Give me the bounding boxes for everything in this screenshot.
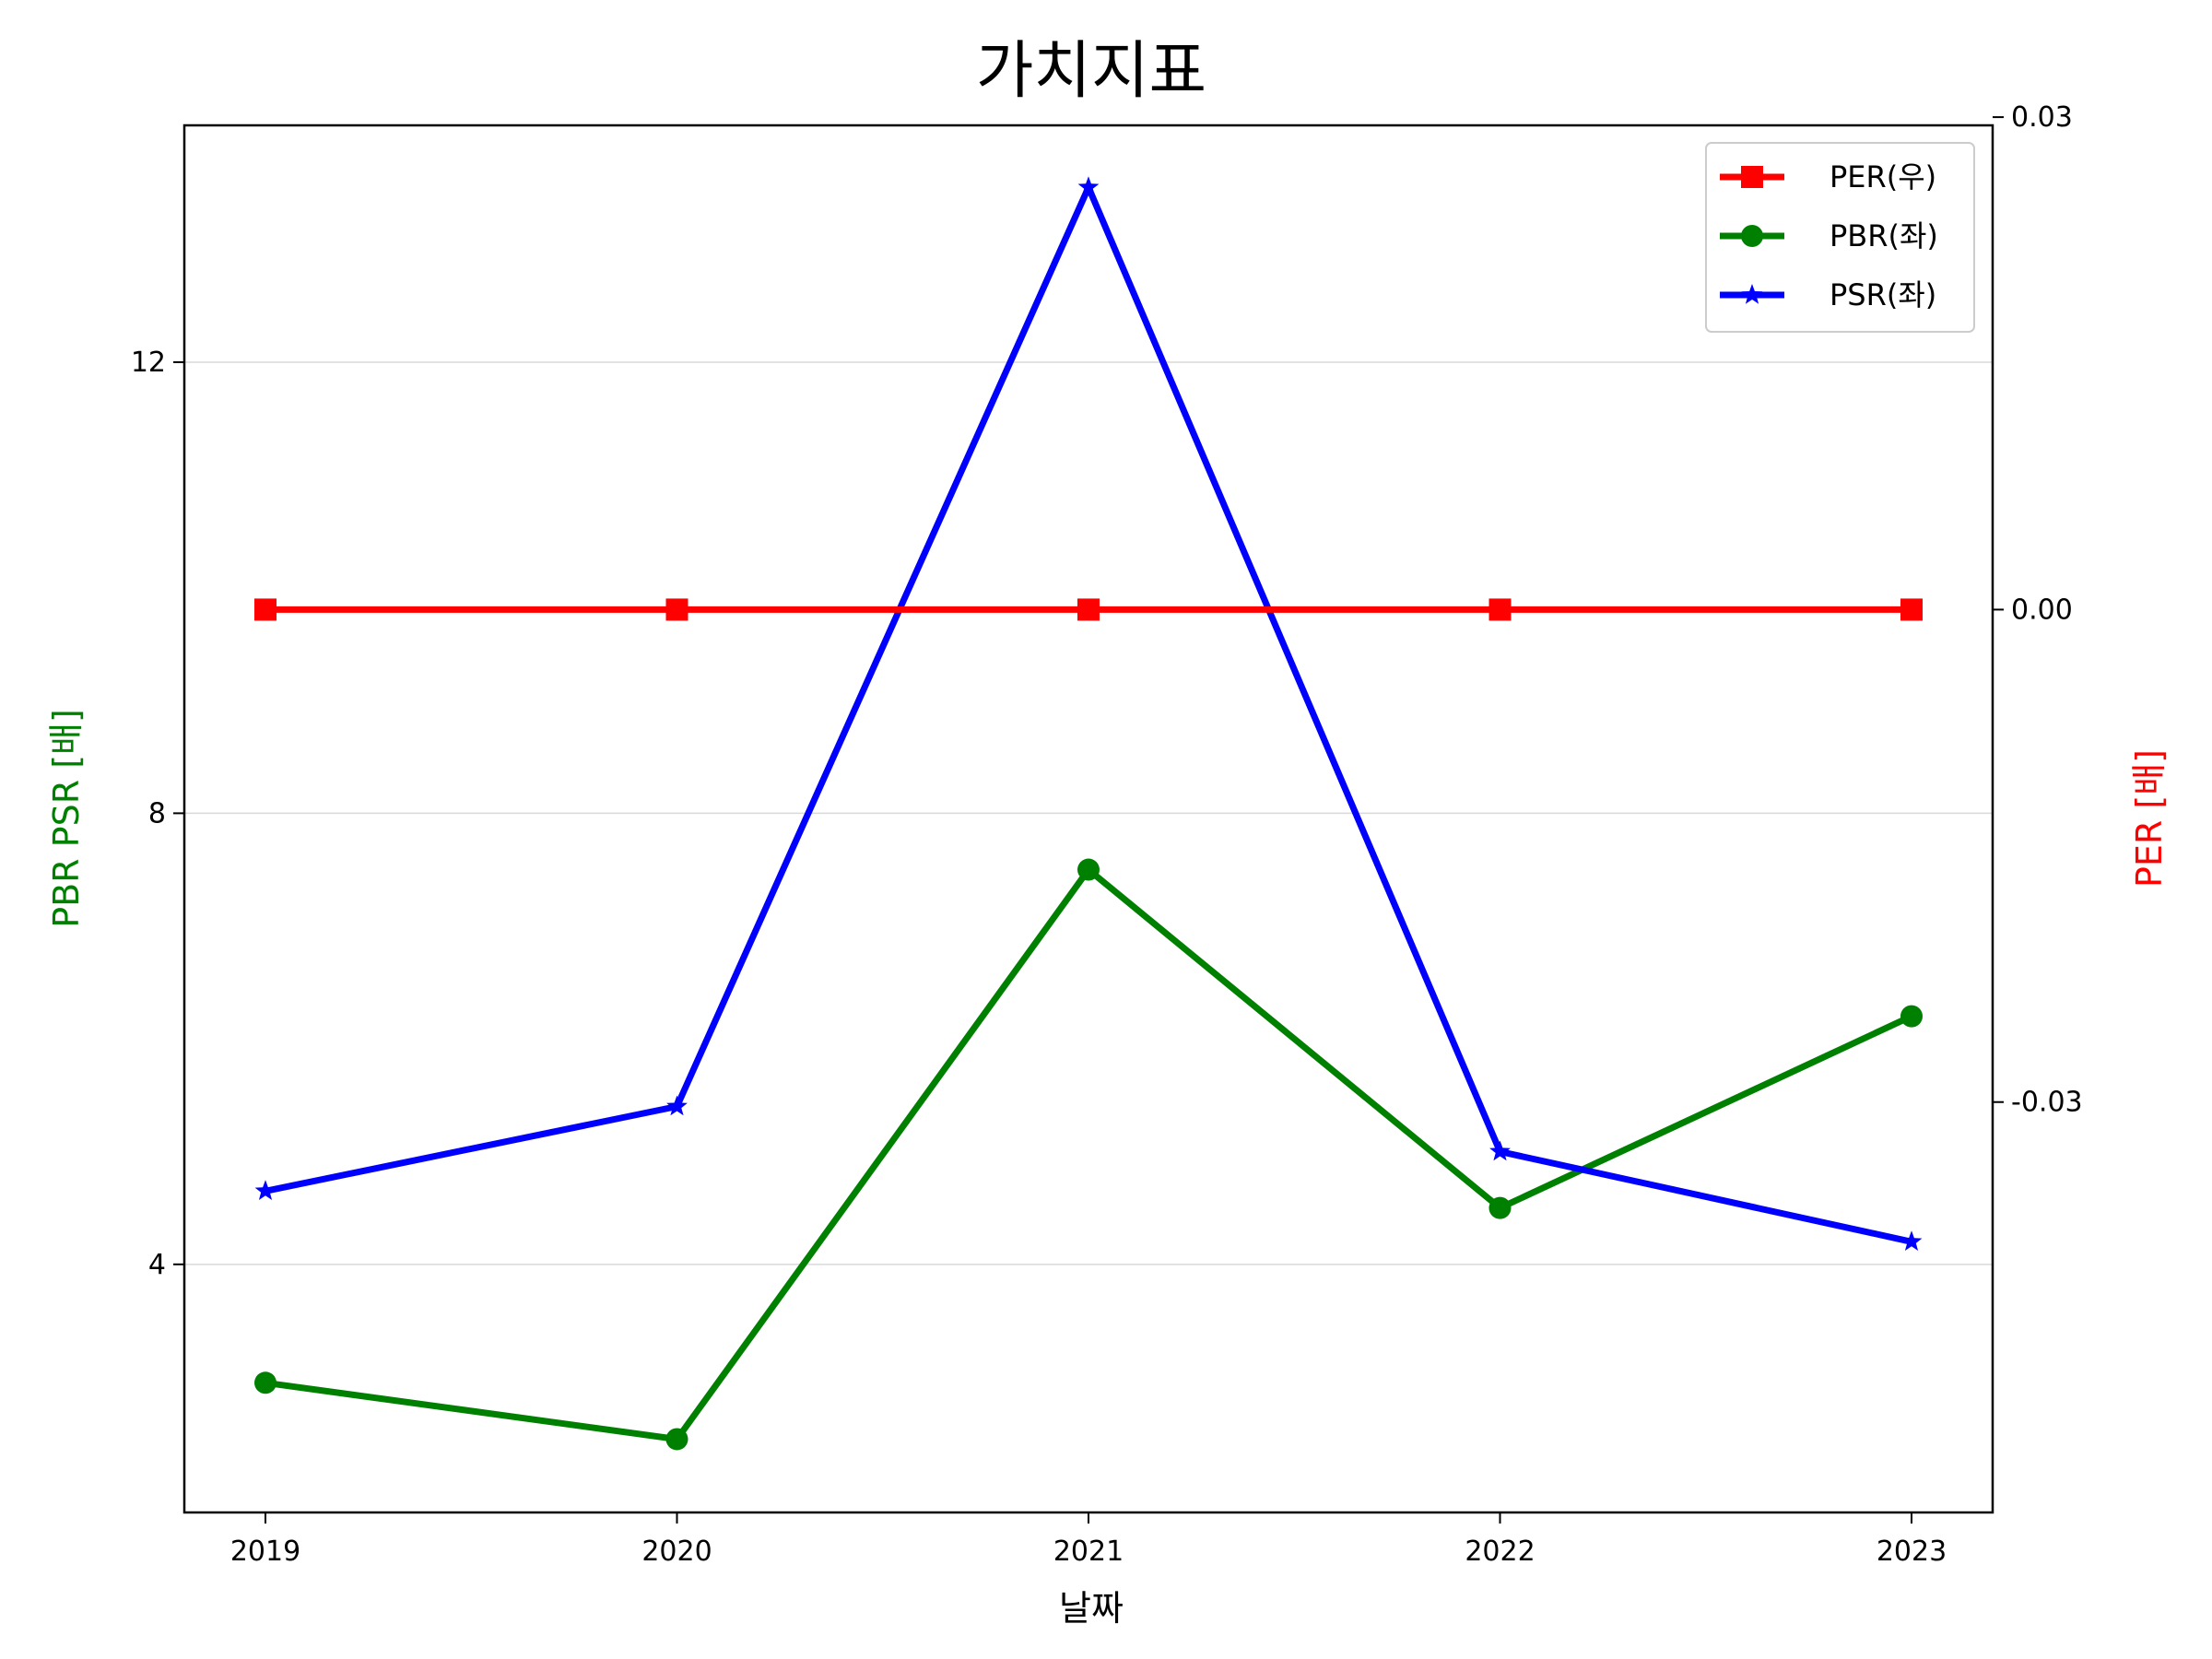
left-y-axis-label: PBR PSR [배]: [46, 709, 87, 928]
legend-marker-psr: [1741, 284, 1763, 304]
legend: PER(우) PBR(좌) PSR(좌): [1705, 142, 1975, 333]
x-axis: 2019 2020 2021 2022 2023: [230, 1512, 1947, 1568]
data-point-psr: [254, 1180, 276, 1200]
data-point-pbr: [1488, 1196, 1512, 1219]
series-lines: [254, 176, 1923, 1451]
data-point-pbr: [665, 1428, 688, 1451]
x-tick-label: 2020: [641, 1535, 712, 1568]
x-tick-label: 2019: [230, 1535, 300, 1568]
series-per: [254, 598, 1923, 621]
data-point-per: [1900, 598, 1923, 621]
left-y-tick-label: 12: [131, 347, 166, 379]
plot-frame: [182, 124, 1994, 1514]
left-y-tick-label: 4: [148, 1249, 166, 1281]
x-tick-label: 2022: [1465, 1535, 1535, 1568]
data-point-pbr: [1077, 858, 1100, 881]
data-point-per: [1488, 598, 1512, 621]
legend-marker-pbr: [1741, 225, 1763, 247]
right-y-tick-label: -0.03: [2011, 1087, 2083, 1119]
left-y-tick-label: 8: [148, 797, 166, 830]
legend-marker-per: [1741, 166, 1763, 188]
data-point-per: [1077, 598, 1100, 621]
data-point-psr: [1900, 1230, 1923, 1251]
data-point-pbr: [254, 1371, 276, 1394]
legend-label-psr: PSR(좌): [1830, 277, 1936, 312]
right-y-axis: -0.03 0.00 0.03: [1993, 101, 2083, 1119]
legend-box: [1705, 142, 1975, 333]
data-point-psr: [1489, 1140, 1511, 1161]
right-y-tick-label: 0.00: [2011, 594, 2073, 626]
series-psr: [254, 176, 1923, 1251]
data-point-psr: [666, 1095, 688, 1116]
left-y-axis: 4 8 12: [131, 347, 184, 1281]
grid-lines: [184, 361, 1993, 1265]
legend-label-pbr: PBR(좌): [1830, 218, 1938, 253]
series-pbr: [254, 858, 1923, 1451]
right-y-tick-label: 0.03: [2011, 101, 2073, 134]
data-point-per: [665, 598, 688, 621]
x-axis-label: 날짜: [1059, 1588, 1124, 1629]
chart-title: 가치지표: [976, 35, 1206, 108]
legend-label-per: PER(우): [1830, 159, 1936, 194]
x-tick-label: 2023: [1877, 1535, 1947, 1568]
data-point-psr: [1077, 176, 1100, 196]
x-tick-label: 2021: [1053, 1535, 1124, 1568]
data-point-per: [254, 598, 276, 621]
data-point-pbr: [1900, 1005, 1923, 1028]
right-y-axis-label: PER [배]: [2129, 749, 2170, 888]
